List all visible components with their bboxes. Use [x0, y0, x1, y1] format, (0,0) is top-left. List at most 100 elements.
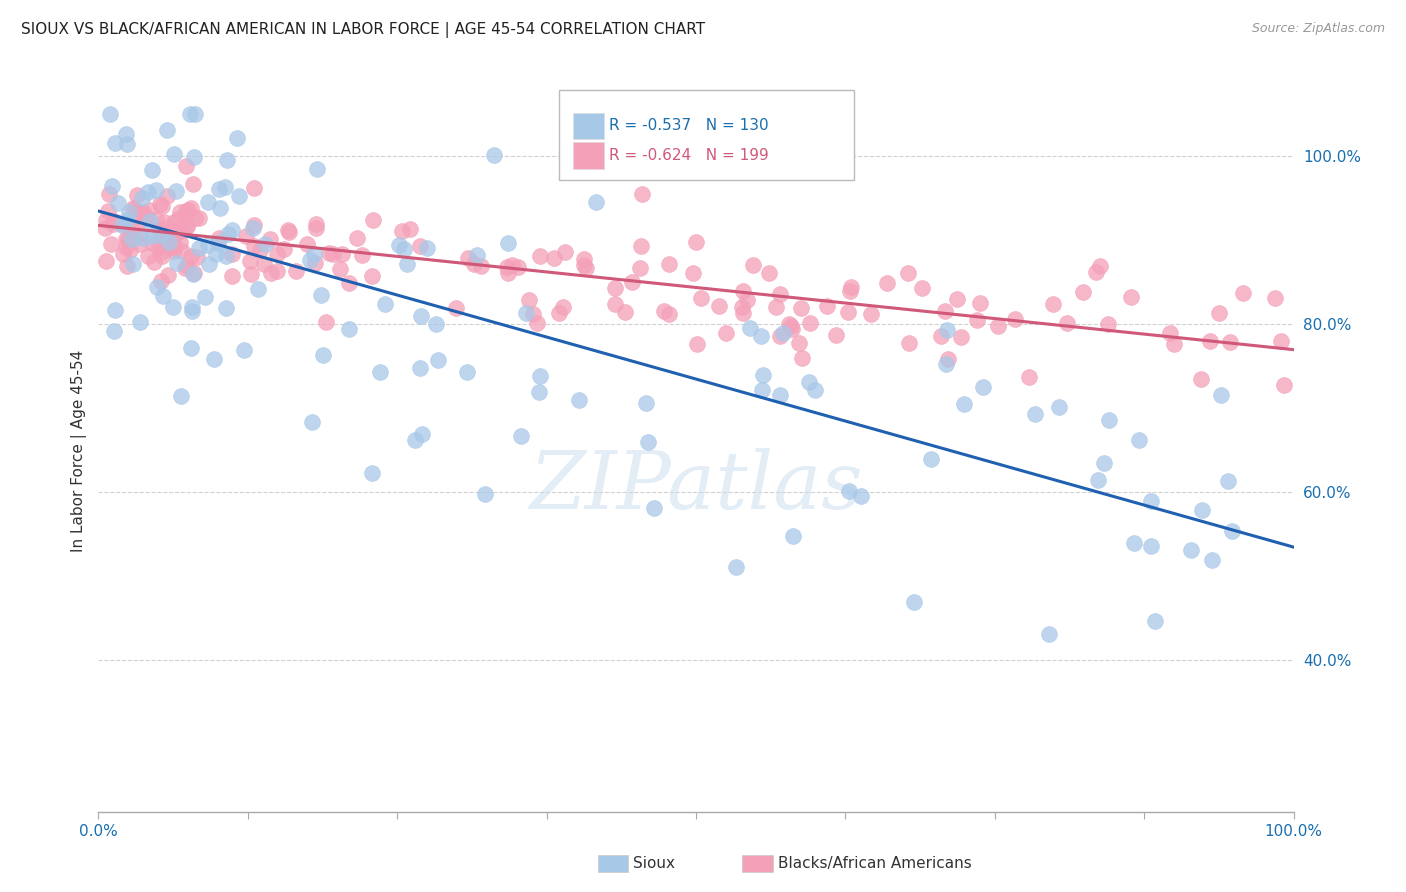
Point [837, 305, 859, 319]
Point [465, 248, 488, 262]
Point [1191, 502, 1213, 516]
Point [246, 282, 269, 296]
Point [952, 396, 974, 410]
Y-axis label: In Labor Force | Age 45-54: In Labor Force | Age 45-54 [72, 350, 87, 551]
Point [174, 260, 197, 275]
Point [145, 183, 167, 197]
Text: ZIPatlas: ZIPatlas [529, 448, 863, 525]
Point [239, 267, 262, 281]
Point [1071, 285, 1094, 300]
Point [121, 257, 143, 271]
Point [184, 211, 207, 225]
Point [575, 261, 598, 276]
Text: Blacks/African Americans: Blacks/African Americans [778, 856, 972, 871]
Point [779, 319, 801, 334]
Point [148, 236, 170, 251]
Point [1140, 539, 1163, 553]
Text: SIOUX VS BLACK/AFRICAN AMERICAN IN LABOR FORCE | AGE 45-54 CORRELATION CHART: SIOUX VS BLACK/AFRICAN AMERICAN IN LABOR… [21, 22, 706, 38]
Point [159, 240, 181, 254]
Point [179, 107, 201, 121]
Point [515, 306, 537, 320]
Point [547, 305, 569, 319]
Point [370, 365, 392, 379]
Point [637, 435, 659, 450]
Point [121, 232, 143, 246]
Point [215, 153, 238, 167]
Point [769, 287, 792, 301]
Point [305, 221, 328, 235]
Point [221, 246, 243, 260]
Point [1098, 413, 1121, 427]
Point [1038, 627, 1060, 641]
Point [1264, 291, 1286, 305]
Point [782, 528, 804, 542]
Point [603, 281, 626, 295]
Point [399, 222, 422, 236]
Point [198, 257, 221, 271]
Point [284, 263, 307, 277]
Point [474, 487, 496, 501]
Point [214, 249, 236, 263]
Point [838, 483, 860, 498]
Point [208, 201, 231, 215]
Point [166, 225, 188, 239]
Point [603, 297, 626, 311]
Point [214, 179, 236, 194]
Point [337, 321, 360, 335]
Point [217, 227, 239, 241]
Point [197, 194, 219, 209]
Point [124, 202, 146, 216]
Point [731, 284, 754, 298]
Point [115, 136, 138, 151]
Point [508, 260, 530, 275]
Point [215, 301, 238, 316]
Point [253, 257, 276, 271]
Point [176, 219, 198, 233]
Point [207, 236, 229, 251]
Point [972, 380, 994, 394]
Point [411, 426, 433, 441]
Point [107, 196, 129, 211]
Point [484, 148, 506, 162]
Point [307, 161, 329, 176]
Point [143, 254, 166, 268]
Point [1208, 306, 1230, 320]
Point [860, 307, 883, 321]
Point [790, 301, 813, 315]
Point [751, 383, 773, 397]
Text: R = -0.537   N = 130: R = -0.537 N = 130 [609, 119, 769, 134]
Point [166, 227, 188, 241]
Point [205, 246, 228, 260]
Point [94, 220, 117, 235]
Point [176, 259, 198, 273]
Point [733, 306, 755, 320]
Point [456, 365, 478, 379]
Point [752, 368, 775, 383]
Point [1180, 542, 1202, 557]
Point [1092, 456, 1115, 470]
Point [152, 227, 174, 242]
Point [156, 189, 179, 203]
Point [150, 249, 173, 263]
Point [1042, 297, 1064, 311]
Point [742, 258, 765, 272]
Point [128, 205, 150, 219]
Point [769, 329, 792, 343]
Point [132, 231, 155, 245]
Point [117, 218, 139, 232]
Point [517, 293, 540, 308]
Point [118, 243, 141, 257]
Point [738, 321, 761, 335]
Point [427, 353, 450, 368]
Point [1232, 286, 1254, 301]
Point [797, 375, 820, 389]
Point [1143, 615, 1166, 629]
Point [260, 266, 283, 280]
Point [685, 235, 707, 249]
Point [177, 203, 200, 218]
Point [682, 266, 704, 280]
Point [501, 258, 523, 272]
Point [239, 254, 262, 268]
Point [903, 595, 925, 609]
Point [311, 287, 333, 301]
